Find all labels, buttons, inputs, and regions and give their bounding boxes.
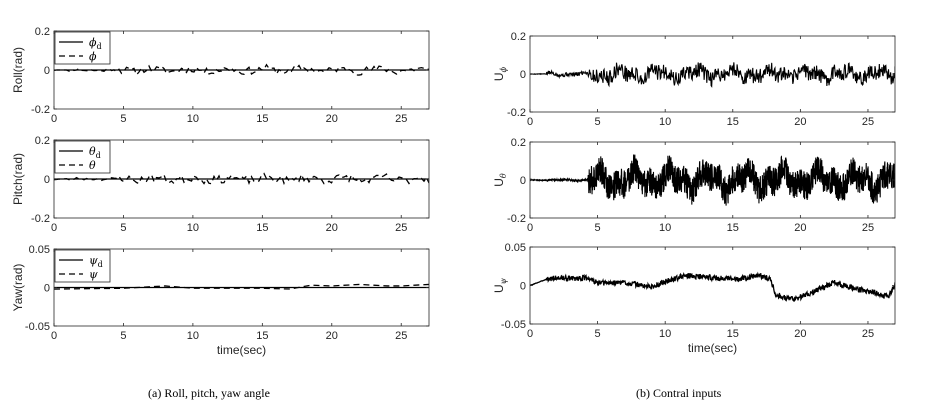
x-tick-label-u_theta-5: 25 <box>862 222 874 234</box>
y-tick-label-pitch-0: -0.2 <box>31 213 50 225</box>
x-tick-label-u_phi-4: 20 <box>794 116 806 128</box>
x-tick-label-yaw-5: 25 <box>395 330 407 342</box>
subplot-u_phi: 0 5 10 15 20 25-0.200.2Uϕ <box>492 31 896 128</box>
legend-label-roll-1: ϕ <box>89 50 97 63</box>
series-line-u_phi-0 <box>530 62 895 88</box>
x-tick-label-roll-0: 0 <box>51 113 57 125</box>
y-tick-label-pitch-2: 0.2 <box>35 135 50 147</box>
legend-label-subscript-roll-0: d <box>97 42 102 51</box>
series-line-pitch-1 <box>54 172 429 186</box>
y-tick-label-yaw-2: 0.05 <box>29 244 50 256</box>
x-tick-label-yaw-2: 10 <box>187 330 199 342</box>
legend-box-roll <box>54 31 111 65</box>
x-tick-label-yaw-4: 20 <box>326 330 338 342</box>
y-tick-label-u_theta-2: 0.2 <box>511 137 526 149</box>
x-tick-label-yaw-1: 5 <box>120 330 126 342</box>
x-tick-label-u_phi-5: 25 <box>862 116 874 128</box>
y-tick-label-u_psi-1: 0 <box>520 281 526 293</box>
y-tick-label-u_theta-1: 0 <box>520 175 526 187</box>
x-tick-label-u_theta-3: 15 <box>727 222 739 234</box>
x-tick-label-u_phi-1: 5 <box>595 116 601 128</box>
y-tick-label-roll-1: 0 <box>44 65 50 77</box>
caption-left: (a) Roll, pitch, yaw angle <box>148 386 270 400</box>
x-tick-label-u_theta-2: 10 <box>659 222 671 234</box>
x-axis-label-yaw: time(sec) <box>217 343 266 357</box>
legend-yaw: ψdψ <box>54 249 111 283</box>
y-axis-label-pitch: Pitch(rad) <box>11 153 25 205</box>
y-tick-label-yaw-0: -0.05 <box>25 321 50 333</box>
x-tick-label-pitch-0: 0 <box>51 222 57 234</box>
legend-pitch: θdθ <box>54 140 111 174</box>
x-tick-label-u_phi-0: 0 <box>527 116 533 128</box>
x-tick-label-u_theta-4: 20 <box>794 222 806 234</box>
subplot-u_theta: 0 5 10 15 20 25-0.200.2Uθ <box>492 137 896 234</box>
y-axis-label-subscript-u_psi: ψ <box>499 277 508 284</box>
legend-label-pitch-0: θd <box>89 145 101 160</box>
x-tick-label-roll-4: 20 <box>326 113 338 125</box>
x-tick-label-u_psi-4: 20 <box>794 328 806 340</box>
y-axis-label-subscript-u_theta: θ <box>499 173 508 178</box>
series-line-u_theta-0 <box>530 154 895 206</box>
x-tick-label-roll-3: 15 <box>256 113 268 125</box>
x-tick-label-u_psi-5: 25 <box>862 328 874 340</box>
x-tick-label-u_psi-0: 0 <box>527 328 533 340</box>
y-tick-label-pitch-1: 0 <box>44 174 50 186</box>
y-tick-label-u_theta-0: -0.2 <box>507 213 526 225</box>
x-tick-label-yaw-3: 15 <box>256 330 268 342</box>
x-tick-label-u_theta-1: 5 <box>595 222 601 234</box>
x-tick-label-u_phi-3: 15 <box>727 116 739 128</box>
y-axis-label-u_psi: Uψ <box>492 277 508 293</box>
x-tick-label-roll-5: 25 <box>395 113 407 125</box>
x-tick-label-roll-2: 10 <box>187 113 199 125</box>
y-tick-label-u_phi-1: 0 <box>520 69 526 81</box>
x-tick-label-pitch-2: 10 <box>187 222 199 234</box>
y-axis-label-subscript-u_phi: ϕ <box>499 66 508 72</box>
x-axis-label-u_psi: time(sec) <box>688 341 737 355</box>
legend-roll: ϕdϕ <box>54 31 111 65</box>
x-tick-label-roll-1: 5 <box>120 113 126 125</box>
series-line-roll-1 <box>54 63 429 77</box>
x-tick-label-u_theta-0: 0 <box>527 222 533 234</box>
y-axis-label-roll: Roll(rad) <box>11 47 25 93</box>
x-tick-label-u_psi-3: 15 <box>727 328 739 340</box>
x-tick-label-u_psi-2: 10 <box>659 328 671 340</box>
legend-label-subscript-pitch-0: d <box>96 151 101 160</box>
series-line-yaw-1 <box>54 283 429 290</box>
x-tick-label-pitch-5: 25 <box>395 222 407 234</box>
x-tick-label-pitch-4: 20 <box>326 222 338 234</box>
y-tick-label-u_psi-2: 0.05 <box>505 242 526 254</box>
y-axis-label-u_phi: Uϕ <box>492 66 508 81</box>
y-tick-label-u_psi-0: -0.05 <box>501 319 526 331</box>
legend-box-pitch <box>54 140 111 174</box>
x-tick-label-u_psi-1: 5 <box>595 328 601 340</box>
y-axis-label-u_theta: Uθ <box>492 173 508 187</box>
x-tick-label-pitch-1: 5 <box>120 222 126 234</box>
y-tick-label-yaw-1: 0 <box>44 283 50 295</box>
x-tick-label-pitch-3: 15 <box>256 222 268 234</box>
y-tick-label-u_phi-2: 0.2 <box>511 31 526 43</box>
legend-label-yaw-1: ψ <box>89 268 98 281</box>
caption-right: (b) Contral inputs <box>636 386 722 400</box>
legend-box-yaw <box>54 249 111 283</box>
series-line-u_psi-0 <box>530 271 895 302</box>
legend-label-pitch-1: θ <box>89 159 96 172</box>
x-tick-label-u_phi-2: 10 <box>659 116 671 128</box>
y-tick-label-roll-0: -0.2 <box>31 104 50 116</box>
y-axis-label-yaw: Yaw(rad) <box>11 264 25 312</box>
y-tick-label-u_phi-0: -0.2 <box>507 107 526 119</box>
legend-label-subscript-yaw-0: d <box>98 260 103 269</box>
x-tick-label-yaw-0: 0 <box>51 330 57 342</box>
y-tick-label-roll-2: 0.2 <box>35 26 50 38</box>
